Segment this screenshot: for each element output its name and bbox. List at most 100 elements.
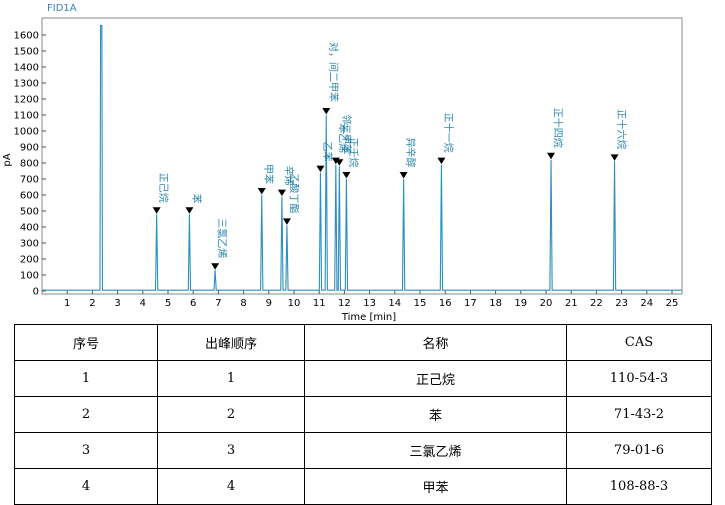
y-tick-label: 300 — [20, 239, 39, 250]
peak-marker — [282, 218, 291, 225]
x-tick-label: 12 — [338, 298, 351, 309]
cell-name: 苯 — [304, 396, 567, 433]
plot-frame — [41, 17, 683, 295]
x-tick-label: 15 — [414, 298, 427, 309]
y-axis: 0 100 200 300 400 500 600 700 800 900 1000 1100 1200… — [14, 31, 46, 298]
x-tick-label: 1 — [64, 298, 70, 309]
y-tick-label: 200 — [20, 255, 39, 266]
table-row: 1 1 正己烷 110-54-3 — [14, 360, 712, 397]
x-tick-label: 20 — [540, 298, 553, 309]
x-tick-label: 5 — [165, 298, 171, 309]
peak-label: 乙酸丁酯 — [287, 173, 300, 213]
table-row: 4 4 甲苯 108-88-3 — [14, 468, 712, 505]
x-tick-label: 11 — [313, 298, 326, 309]
cell-cas: 79-01-6 — [566, 432, 712, 469]
peak-marker — [547, 152, 556, 160]
x-tick-label: 7 — [215, 298, 221, 309]
y-tick-label: 500 — [20, 207, 39, 218]
x-tick-label: 10 — [288, 298, 301, 309]
x-tick-label: 4 — [140, 298, 146, 309]
header-elution-order: 出峰顺序 — [157, 324, 305, 361]
y-tick-label: 1000 — [14, 127, 39, 138]
cell-name: 甲苯 — [304, 468, 567, 505]
peak-marker — [185, 207, 194, 214]
peak-marker — [342, 172, 351, 179]
peak-marker — [399, 172, 408, 179]
x-tick-label: 19 — [514, 298, 527, 309]
peak-label: 正壬烷 — [347, 138, 360, 168]
x-tick-label: 25 — [666, 298, 679, 309]
peak-label: 苯 — [190, 194, 203, 204]
cell-order: 4 — [157, 468, 305, 505]
cell-cas: 110-54-3 — [566, 360, 712, 397]
y-tick-label: 900 — [20, 143, 39, 154]
cell-name: 正己烷 — [304, 360, 567, 397]
cell-order: 1 — [157, 360, 305, 397]
x-tick-label: 14 — [388, 298, 401, 309]
y-tick-label: 700 — [20, 175, 39, 186]
cell-index: 2 — [14, 396, 158, 433]
compound-table: 序号 出峰顺序 名称 CAS 1 1 正己烷 110-54-3 2 2 苯 71… — [14, 324, 712, 505]
x-tick-label: 9 — [266, 298, 272, 309]
peak-label: 正己烷 — [157, 173, 170, 203]
x-tick-label: 18 — [489, 298, 502, 309]
x-tick-label: 16 — [439, 298, 452, 309]
cell-cas: 108-88-3 — [566, 468, 712, 505]
x-tick-label: 8 — [240, 298, 246, 309]
header-index: 序号 — [14, 324, 158, 361]
chromatogram-chart: FID1A 0100200300400500600700800900100011… — [2, 3, 683, 322]
table-header-row: 序号 出峰顺序 名称 CAS — [14, 324, 712, 361]
x-tick-label: 21 — [565, 298, 578, 309]
x-axis: 1 2 3 4 5 6 7 8 9 10 11 12 13 14 15 16 17 18 19 20 21 22 23 24 2… — [64, 290, 678, 309]
peak-marker — [610, 154, 619, 161]
peak-label: 苯乙烯 — [336, 123, 349, 153]
chromatogram-trace — [42, 24, 682, 291]
header-name: 名称 — [304, 324, 567, 361]
y-tick-label: 1300 — [14, 79, 39, 90]
peak-label: 对，间二甲苯 — [327, 42, 340, 102]
peak-label: 甲苯 — [262, 164, 275, 184]
cell-index: 4 — [14, 468, 158, 505]
y-tick-label: 1600 — [14, 31, 39, 42]
x-tick-label: 23 — [615, 298, 628, 309]
table-row: 3 3 三氯乙烯 79-01-6 — [14, 432, 712, 469]
y-tick-label: 1500 — [14, 47, 39, 58]
table-row: 2 2 苯 71-43-2 — [14, 396, 712, 433]
peak-label: 异辛醇 — [404, 138, 417, 168]
x-tick-label: 6 — [190, 298, 196, 309]
y-tick-label: 1400 — [14, 63, 39, 74]
peak-marker — [437, 157, 446, 165]
x-tick-label: 3 — [114, 298, 120, 309]
peak-label: 三氯乙烯 — [216, 218, 229, 258]
peak-marker — [152, 207, 161, 214]
x-tick-label: 2 — [89, 298, 95, 309]
x-axis-title: Time [min] — [341, 312, 396, 322]
peak-label: 邻二甲苯 — [340, 114, 353, 154]
y-tick-label: 400 — [20, 223, 39, 234]
y-axis-title: pA — [2, 153, 13, 166]
cell-index: 1 — [14, 360, 158, 397]
x-tick-label: 13 — [363, 298, 376, 309]
detector-title: FID1A — [47, 3, 77, 14]
x-tick-label: 17 — [464, 298, 477, 309]
peak-marker — [211, 263, 220, 270]
cell-cas: 71-43-2 — [566, 396, 712, 433]
peak-label: 辛烯 — [282, 166, 295, 186]
peak-label: 正十四烷 — [552, 108, 565, 148]
cell-order: 2 — [157, 396, 305, 433]
peak-markers — [152, 108, 619, 270]
peak-marker — [257, 188, 266, 195]
peak-marker — [316, 165, 325, 173]
x-tick-label: 24 — [640, 298, 653, 309]
y-tick-label: 800 — [20, 159, 39, 170]
y-tick-label: 0 — [33, 287, 39, 298]
x-tick-label: 22 — [590, 298, 603, 309]
cell-order: 3 — [157, 432, 305, 469]
y-tick-label: 1100 — [14, 111, 39, 122]
y-tick-label: 1200 — [14, 95, 39, 106]
peak-label: 正十六烷 — [615, 109, 628, 149]
y-tick-label: 100 — [20, 271, 39, 282]
y-tick-label: 600 — [20, 191, 39, 202]
peak-marker — [322, 108, 331, 115]
